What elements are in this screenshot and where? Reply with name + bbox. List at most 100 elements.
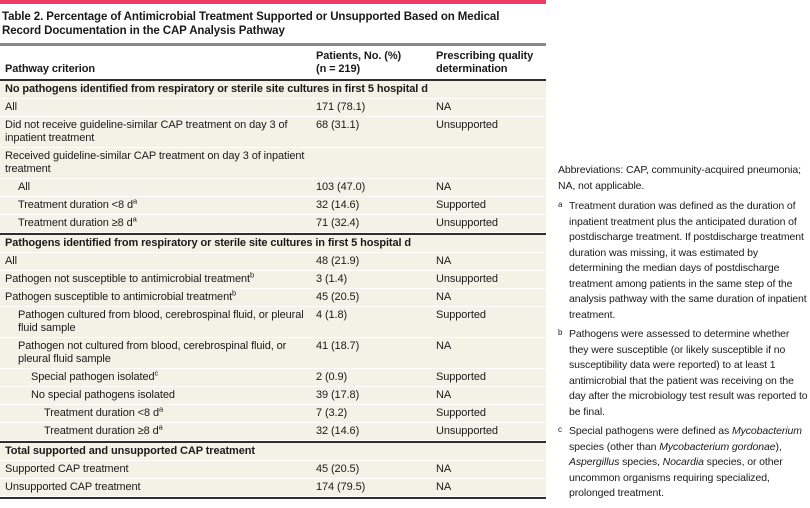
criterion-cell: Received guideline-similar CAP treatment… <box>0 150 316 176</box>
criterion-label: Treatment duration <8 d <box>18 199 133 211</box>
footnote-item: a Treatment duration was defined as the d… <box>558 199 808 323</box>
patients-value-cell: 4 (1.8) <box>316 309 348 321</box>
criterion-label: Supported CAP treatment <box>5 463 129 475</box>
patients-value-cell: 45 (20.5) <box>316 291 360 303</box>
patients-value-cell: 48 (21.9) <box>316 255 360 267</box>
criterion-label: Unsupported CAP treatment <box>5 481 141 493</box>
table-row: Treatment duration ≥8 da 32 (14.6) Unsuppo… <box>0 423 546 441</box>
footnote-text-segment: Mycobacterium gordonae <box>659 440 776 453</box>
patients-value-cell: 41 (18.7) <box>316 340 360 352</box>
table-title: Table 2. Percentage of Antimicrobial Tre… <box>2 11 500 37</box>
determination-cell: NA <box>436 340 452 352</box>
determination-cell: Unsupported <box>436 119 498 131</box>
criterion-label: Pathogen susceptible to antimicrobial tr… <box>5 291 233 303</box>
footnote-marker: a <box>558 200 563 209</box>
criterion-cell: All <box>0 255 316 268</box>
table-row: All 48 (21.9) NA <box>0 253 546 271</box>
accent-top-rule <box>0 0 546 4</box>
footnote-text-segment: Special pathogens were defined as <box>569 425 732 437</box>
determination-cell: Supported <box>436 371 486 383</box>
footnote-text-segment: species, <box>619 456 663 468</box>
criterion-cell: Treatment duration ≥8 da <box>0 422 316 438</box>
criterion-label: Pathogen cultured from blood, cerebrospi… <box>18 309 304 334</box>
footnote-marker: b <box>558 328 563 337</box>
footnote-reference: b <box>232 288 237 298</box>
determination-cell: NA <box>436 255 452 267</box>
patients-value-cell: 68 (31.1) <box>316 119 360 131</box>
table-row: Pathogen cultured from blood, cerebrospi… <box>0 307 546 338</box>
criterion-cell: Special pathogen isolatedc <box>0 369 316 384</box>
abbreviations-text: Abbreviations: CAP, community-acquired p… <box>558 164 801 192</box>
criterion-cell: No special pathogens isolated <box>0 389 316 402</box>
footnote-reference: a <box>158 422 163 432</box>
patients-value-cell: 32 (14.6) <box>316 425 360 437</box>
footnote-text-segment: Mycobacterium <box>731 425 802 437</box>
column-header-patients-line2: (n = 219) <box>316 63 361 75</box>
table-row: Unsupported CAP treatment 174 (79.5) NA <box>0 479 546 497</box>
criterion-label: Pathogen not cultured from blood, cerebr… <box>18 340 287 365</box>
determination-cell: Unsupported <box>436 217 498 229</box>
table-header-row: Pathway criterion Patients, No. (%) (n =… <box>0 46 546 79</box>
patients-value-cell: 7 (3.2) <box>316 407 348 419</box>
patients-value-cell: 32 (14.6) <box>316 199 360 211</box>
column-header-patients: Patients, No. (%) (n = 219) <box>316 50 436 76</box>
table-row: All 103 (47.0) NA <box>0 179 546 197</box>
column-header-patients-line1: Patients, No. (%) <box>316 50 402 62</box>
criterion-label: Treatment duration ≥8 d <box>44 425 159 437</box>
criterion-cell: All <box>0 181 316 194</box>
criterion-cell: Treatment duration <8 da <box>0 404 316 420</box>
footnote-text-segment: Treatment duration was defined as the du… <box>569 200 807 321</box>
footnote-reference: a <box>132 214 137 224</box>
criterion-label: Pathogen not susceptible to antimicrobia… <box>5 273 250 285</box>
footnote-text-segment: ), <box>775 440 782 453</box>
table-body: No pathogens identified from respiratory… <box>0 79 546 499</box>
footnote-marker: c <box>558 425 562 434</box>
footnote-item: b Pathogens were assessed to determine wh… <box>558 327 808 420</box>
criterion-cell: Treatment duration ≥8 da <box>0 214 316 230</box>
table-row: Treatment duration <8 da 7 (3.2) Supported <box>0 405 546 423</box>
footnote-reference: a <box>133 196 138 206</box>
table-row: No special pathogens isolated 39 (17.8) NA <box>0 387 546 405</box>
patients-value-cell: 2 (0.9) <box>316 371 348 383</box>
patients-value-cell: 171 (78.1) <box>316 101 366 113</box>
table-row: Pathogen not cultured from blood, cerebr… <box>0 338 546 369</box>
criterion-label: Treatment duration <8 d <box>44 407 159 419</box>
criterion-cell: Did not receive guideline-similar CAP tr… <box>0 119 316 145</box>
criterion-cell: All <box>0 101 316 114</box>
criterion-cell: Supported CAP treatment <box>0 463 316 476</box>
determination-cell: NA <box>436 181 452 193</box>
section-header-label: Total supported and unsupported CAP trea… <box>5 445 255 457</box>
criterion-label: All <box>5 101 17 113</box>
section-header-label: No pathogens identified from respiratory… <box>5 83 428 95</box>
criterion-cell: Pathogen not cultured from blood, cerebr… <box>0 340 316 366</box>
footnote-text-segment: species (other than <box>569 440 660 453</box>
determination-cell: Unsupported <box>436 425 498 437</box>
column-header-prescribing-quality: Prescribing quality determination <box>436 50 534 75</box>
table-row: Pathogen not susceptible to antimicrobia… <box>0 271 546 289</box>
table-row: Treatment duration <8 da 32 (14.6) Support… <box>0 197 546 215</box>
table-row: Supported CAP treatment 45 (20.5) NA <box>0 461 546 479</box>
section-header-row: Pathogens identified from respiratory or… <box>0 233 546 253</box>
determination-cell: Supported <box>436 407 486 419</box>
determination-cell: NA <box>436 481 452 493</box>
section-header-row: No pathogens identified from respiratory… <box>0 79 546 99</box>
determination-cell: NA <box>436 101 452 113</box>
patients-value-cell: 103 (47.0) <box>316 181 366 193</box>
criterion-label: Special pathogen isolated <box>31 371 155 383</box>
criterion-label: All <box>18 181 30 193</box>
footnote-reference: a <box>159 404 164 414</box>
footnote-reference: b <box>250 270 255 280</box>
patients-value-cell: 45 (20.5) <box>316 463 360 475</box>
section-header-row: Total supported and unsupported CAP trea… <box>0 441 546 461</box>
determination-cell: NA <box>436 291 452 303</box>
criterion-label: Did not receive guideline-similar CAP tr… <box>5 119 288 144</box>
footnote-text-segment: Pathogens were assessed to determine whe… <box>569 328 808 418</box>
determination-cell: Supported <box>436 199 486 211</box>
table-row: All 171 (78.1) NA <box>0 99 546 117</box>
criterion-cell: Unsupported CAP treatment <box>0 481 316 494</box>
footnote-text-segment: Aspergillus <box>569 456 620 468</box>
footnotes-list: a Treatment duration was defined as the d… <box>558 199 808 502</box>
criterion-label: Received guideline-similar CAP treatment… <box>5 150 305 175</box>
determination-cell: NA <box>436 389 452 401</box>
